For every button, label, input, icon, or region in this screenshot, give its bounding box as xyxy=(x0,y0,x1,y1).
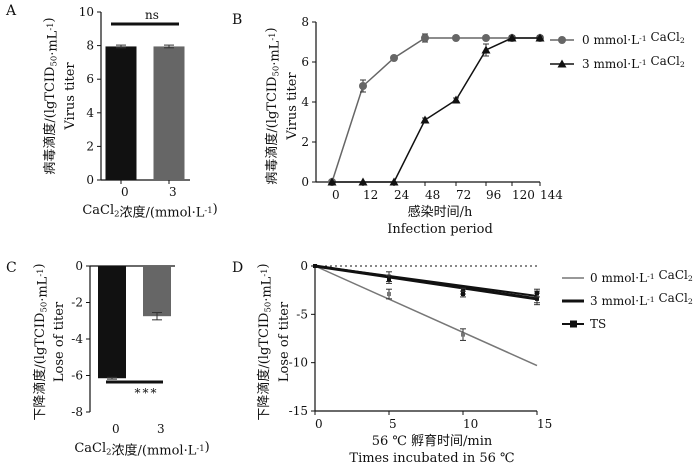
y-tick-label: -4 xyxy=(71,332,83,346)
data-point xyxy=(535,291,539,296)
x-tick-label: 0 xyxy=(121,185,129,199)
significance-label: ns xyxy=(145,8,159,22)
panel-a: A 0 2 4 6 8 10 0 3 ns CaCl2浓度/(mmol·L-1) 病毒滴度/(lgTC… xyxy=(5,3,218,221)
y-axis-title-en: Lose of titer xyxy=(52,301,67,382)
x-tick-label: 3 xyxy=(169,185,177,199)
legend-marker xyxy=(558,36,566,44)
data-point xyxy=(389,177,399,186)
fit-line xyxy=(314,265,538,297)
y-tick-label: -15 xyxy=(289,404,308,418)
data-point xyxy=(507,33,517,42)
y-tick-label: 4 xyxy=(301,95,309,109)
y-tick-label: 0 xyxy=(301,175,309,189)
data-point xyxy=(535,33,545,42)
data-point xyxy=(461,292,465,297)
x-axis-title: 56 ℃ 孵育时间/min xyxy=(372,433,493,449)
bar xyxy=(153,46,185,180)
y-tick-label: -5 xyxy=(296,307,308,321)
x-tick-label: 96 xyxy=(486,188,501,202)
y-tick-label: -2 xyxy=(71,296,83,310)
y-tick-label: 6 xyxy=(301,55,309,69)
panel-c: C 0 -2 -4 -6 -8 0 3 *** CaCl2浓度/(mmol·L-1) 下降滴度/(l… xyxy=(6,259,210,459)
x-tick-label: 12 xyxy=(363,188,378,202)
y-tick-label: 2 xyxy=(86,139,94,153)
y-tick-label: 8 xyxy=(301,15,309,29)
data-point xyxy=(313,264,317,268)
y-tick-label: -6 xyxy=(71,369,83,383)
y-axis-title: 下降滴度/(lgTCID50·mL-1) xyxy=(32,263,51,420)
data-point xyxy=(390,54,398,62)
data-point xyxy=(482,34,490,42)
y-tick-label: 4 xyxy=(86,106,94,120)
legend-marker xyxy=(557,59,567,68)
data-point xyxy=(327,177,337,186)
x-tick-label: 0 xyxy=(112,422,120,436)
x-axis-title-en: Times incubated in 56 ℃ xyxy=(349,451,514,466)
x-axis-title: CaCl2浓度/(mmol·L-1) xyxy=(74,440,209,458)
y-tick-label: 6 xyxy=(86,72,94,86)
data-point xyxy=(420,115,430,124)
significance-label: *** xyxy=(135,386,159,400)
panel-letter: D xyxy=(232,260,243,276)
x-axis-title-en: Infection period xyxy=(387,222,493,237)
y-axis-title-en: Virus titer xyxy=(285,72,300,141)
data-point xyxy=(452,34,460,42)
x-axis-title: CaCl2浓度/(mmol·L-1) xyxy=(82,202,217,220)
y-tick-label: 0 xyxy=(300,259,308,273)
data-point xyxy=(358,177,368,186)
y-axis-title: 病毒滴度/(lgTCID50·mL-1) xyxy=(264,27,283,184)
fit-line xyxy=(314,265,538,367)
x-tick-label: 0 xyxy=(332,188,340,202)
legend-marker xyxy=(570,320,577,328)
panel-letter: A xyxy=(5,3,17,19)
panel-letter: B xyxy=(232,12,242,28)
x-tick-label: 3 xyxy=(157,422,165,436)
bar xyxy=(105,46,137,180)
data-point xyxy=(535,296,539,301)
y-tick-label: -8 xyxy=(71,405,83,419)
x-tick-label: 10 xyxy=(463,417,478,431)
series-line xyxy=(331,37,540,183)
y-tick-label: -10 xyxy=(289,356,308,370)
legend-label: 3 mmol·L-1 CaCl2 xyxy=(582,54,685,71)
y-tick-label: 8 xyxy=(86,39,94,53)
y-tick-label: 0 xyxy=(75,259,83,273)
data-point xyxy=(461,332,465,337)
y-axis-title-en: Virus titer xyxy=(63,62,78,131)
x-tick-label: 48 xyxy=(425,188,440,202)
y-tick-label: 2 xyxy=(301,135,309,149)
x-tick-label: 5 xyxy=(389,417,397,431)
data-point xyxy=(481,45,491,54)
x-tick-label: 72 xyxy=(456,188,471,202)
legend-label: 0 mmol·L-1 CaCl2 xyxy=(582,30,685,47)
x-axis-title: 感染时间/h xyxy=(408,204,473,220)
series-line xyxy=(332,37,540,183)
bar xyxy=(143,266,171,317)
x-tick-label: 120 xyxy=(512,188,535,202)
y-tick-label: 10 xyxy=(79,5,94,19)
legend-label: TS xyxy=(590,317,606,331)
x-tick-label: 15 xyxy=(537,417,552,431)
panel-d: D 0 -5 -10 -15 0 5 10 15 0 mmol·L-1 CaCl2 3 mmol·L… xyxy=(232,259,693,466)
y-axis-title: 病毒滴度/(lgTCID50·mL-1) xyxy=(42,17,61,174)
data-point xyxy=(359,82,367,90)
data-point xyxy=(387,277,391,282)
data-point xyxy=(421,34,429,42)
x-tick-label: 144 xyxy=(540,188,563,202)
data-point xyxy=(451,95,461,104)
bar xyxy=(98,266,126,379)
x-tick-label: 24 xyxy=(394,188,410,202)
legend-label: 3 mmol·L-1 CaCl2 xyxy=(590,291,693,308)
y-axis-title: 下降滴度/(lgTCID50·mL-1) xyxy=(256,263,275,420)
y-tick-label: 0 xyxy=(86,173,94,187)
y-axis-title-en: Lose of titer xyxy=(277,301,292,382)
legend-label: 0 mmol·L-1 CaCl2 xyxy=(590,268,693,285)
panel-letter: C xyxy=(6,260,17,276)
x-tick-label: 0 xyxy=(315,417,323,431)
data-point xyxy=(387,292,391,297)
